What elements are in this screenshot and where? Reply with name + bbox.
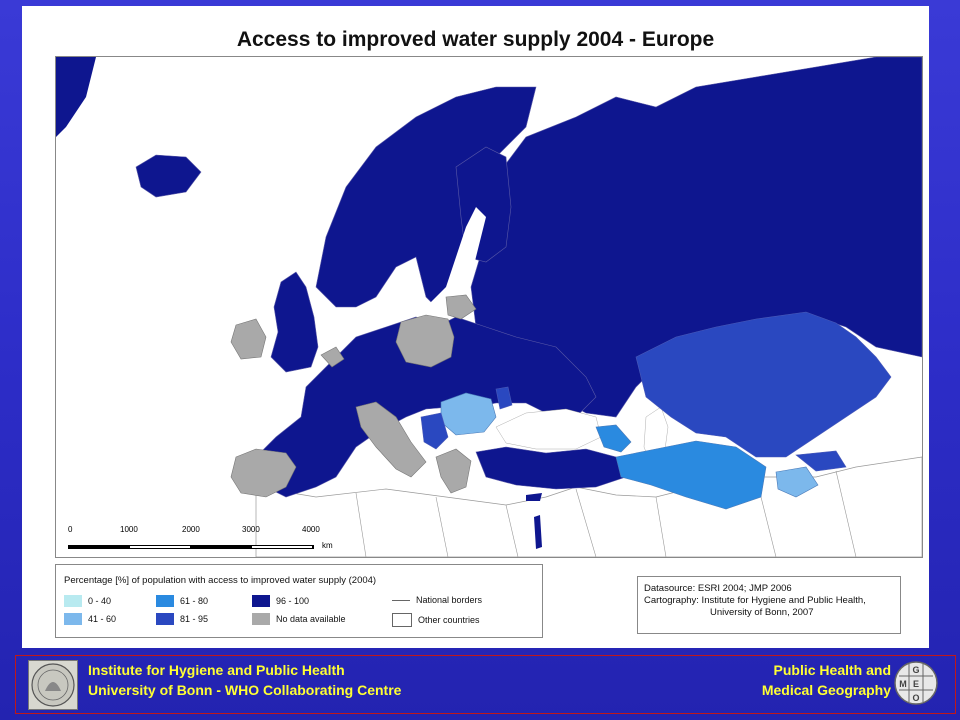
svg-text:E: E (913, 679, 919, 689)
region-kazakhstan (635, 311, 892, 458)
region-romania (440, 392, 497, 436)
region-uk (270, 271, 319, 373)
legend-label: No data available (276, 614, 346, 624)
scale-tick-2000: 2000 (182, 525, 200, 534)
scale-unit: km (322, 541, 333, 550)
legend-swatch (252, 613, 270, 625)
legend-label: 96 - 100 (276, 596, 310, 606)
footer-right-line-1: Public Health and (773, 662, 891, 678)
legend-label: National borders (416, 595, 483, 605)
svg-text:O: O (912, 693, 919, 703)
legend-swatch (156, 595, 174, 607)
legend-swatch (64, 595, 82, 607)
legend-line-swatch (392, 599, 410, 601)
footer-left-line-1: Institute for Hygiene and Public Health (88, 662, 345, 678)
svg-text:G: G (912, 665, 919, 675)
region-serbia (420, 412, 449, 450)
legend-label: 81 - 95 (180, 614, 209, 624)
legend-outline-swatch (392, 613, 412, 627)
legend-item-no-data: No data available (252, 613, 346, 625)
legend-item-national-borders: National borders (392, 595, 482, 605)
region-central-asia (615, 440, 767, 510)
svg-text:M: M (899, 679, 907, 689)
source-line-2: Cartography: Institute for Hygiene and P… (644, 595, 866, 606)
footer-left-line-2: University of Bonn - WHO Collaborating C… (88, 682, 402, 698)
legend-item-41-60: 41 - 60 (64, 613, 116, 625)
legend-swatch (252, 595, 270, 607)
scale-tick-0: 0 (68, 525, 73, 534)
legend-label: 61 - 80 (180, 596, 209, 606)
europe-map: 0 1000 2000 3000 4000 km (56, 57, 922, 557)
footer-right-line-2: Medical Geography (761, 682, 891, 698)
footer-institute-text: Institute for Hygiene and Public Health … (88, 660, 401, 700)
legend-swatch (156, 613, 174, 625)
scale-tick-3000: 3000 (242, 525, 260, 534)
map-panel: Access to improved water supply 2004 - E… (22, 6, 929, 648)
footer-bar: Institute for Hygiene and Public Health … (15, 655, 956, 714)
region-iceland (135, 154, 202, 198)
university-seal-icon (28, 660, 78, 710)
map-frame: 0 1000 2000 3000 4000 km (55, 56, 923, 558)
legend-label: Other countries (418, 615, 480, 625)
scale-tick-4000: 4000 (302, 525, 320, 534)
legend-item-96-100: 96 - 100 (252, 595, 309, 607)
legend-item-61-80: 61 - 80 (156, 595, 208, 607)
region-ireland (230, 318, 267, 360)
region-turkey (475, 446, 627, 490)
legend-swatch (64, 613, 82, 625)
region-poland (395, 314, 455, 368)
legend-item-81-95: 81 - 95 (156, 613, 208, 625)
region-italy (355, 401, 427, 478)
map-title: Access to improved water supply 2004 - E… (236, 28, 715, 51)
scale-bar: 0 1000 2000 3000 4000 km (68, 525, 333, 550)
legend-label: 41 - 60 (88, 614, 117, 624)
legend-item-0-40: 0 - 40 (64, 595, 111, 607)
legend-item-other-countries: Other countries (392, 613, 480, 627)
footer-department-text: Public Health and Medical Geography (762, 660, 891, 700)
scale-tick-1000: 1000 (120, 525, 138, 534)
region-iberia (230, 448, 297, 498)
source-box: Datasource: ESRI 2004; JMP 2006 Cartogra… (637, 576, 901, 634)
legend-box: Percentage [%] of population with access… (55, 564, 543, 638)
region-greece (435, 448, 472, 494)
legend-title: Percentage [%] of population with access… (64, 575, 377, 586)
legend-label: 0 - 40 (88, 596, 112, 606)
source-line-1: Datasource: ESRI 2004; JMP 2006 (644, 583, 792, 594)
source-line-3: University of Bonn, 2007 (710, 607, 814, 618)
geo-medicine-logo-icon: G E M O (893, 660, 939, 706)
